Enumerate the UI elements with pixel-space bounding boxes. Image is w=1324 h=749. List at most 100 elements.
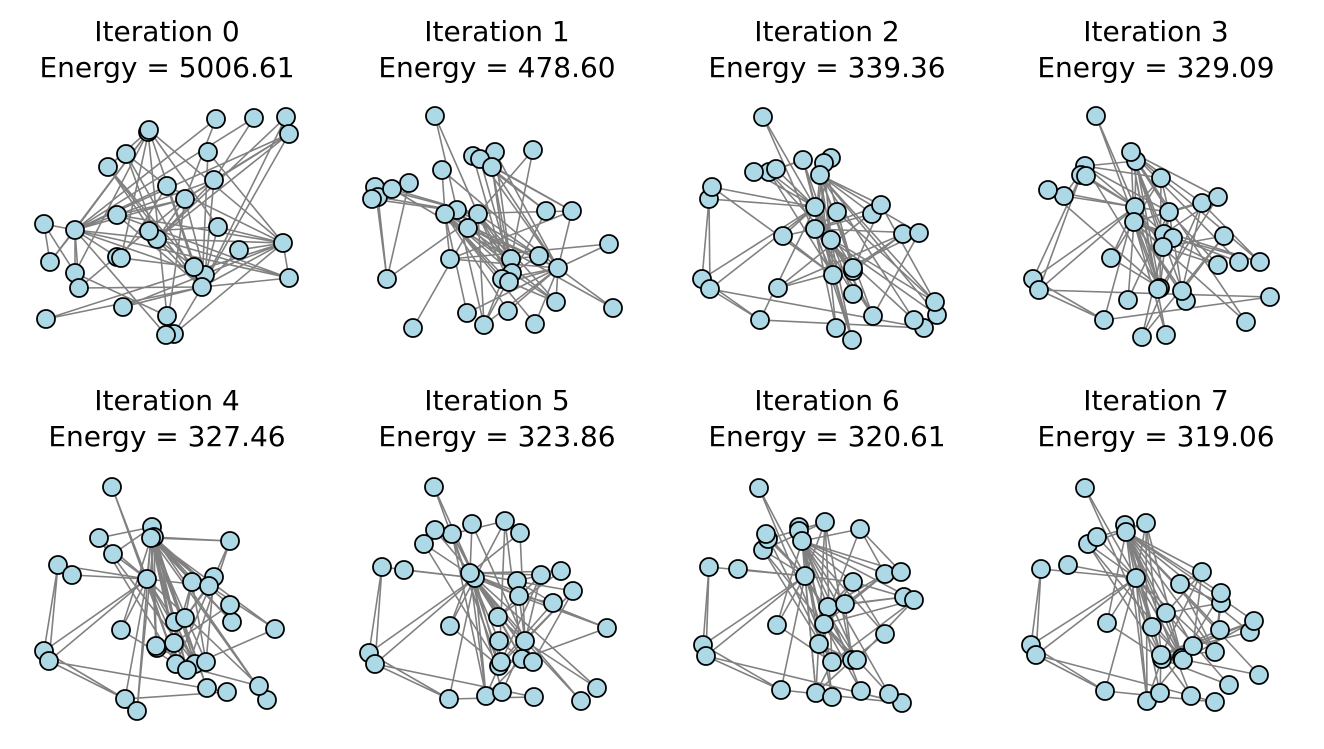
graph-edge: [184, 118, 217, 200]
graph-node: [432, 160, 452, 180]
graph-node: [139, 120, 159, 140]
panel-title: Iteration 4 Energy = 327.46: [17, 383, 317, 455]
graph-edge: [213, 133, 290, 181]
graph-node: [482, 157, 502, 177]
graph-node: [222, 612, 242, 632]
graph-node: [925, 292, 945, 312]
graph-node: [208, 217, 228, 237]
graph-node: [793, 150, 813, 170]
graph-node: [113, 297, 133, 317]
graph-edge: [444, 213, 509, 312]
edges: [702, 487, 915, 704]
graph-node: [1159, 202, 1179, 222]
graph-node: [863, 306, 883, 326]
graph-node: [146, 636, 166, 656]
network-graph: [359, 477, 617, 711]
graph-edge: [78, 286, 203, 289]
graph-node: [702, 177, 722, 197]
panel-iteration-5: Iteration 5 Energy = 323.86: [347, 369, 647, 729]
graph-node: [435, 204, 455, 224]
graph-edge: [186, 540, 231, 671]
graph-edge: [449, 243, 610, 260]
graph-edge: [213, 117, 255, 181]
graph-edge: [1125, 531, 1161, 694]
graph-node: [279, 124, 299, 144]
graph-edge: [78, 198, 186, 289]
graph-node: [1181, 686, 1201, 706]
graph-edge: [434, 115, 479, 215]
graph-node: [1087, 527, 1107, 547]
graph-edge: [709, 206, 816, 290]
graph-edge: [74, 118, 217, 231]
graph-node: [1249, 665, 1269, 685]
graph-node: [182, 572, 202, 592]
graph-edge: [148, 129, 219, 228]
graph-node: [399, 173, 419, 193]
graph-edge: [737, 568, 806, 577]
nodes: [693, 478, 924, 713]
graph-node: [792, 531, 812, 551]
graph-node: [34, 214, 54, 234]
panel-iteration-7: Iteration 7 Energy = 319.06: [1006, 369, 1306, 729]
graph-node: [805, 197, 825, 217]
graph-node: [515, 631, 535, 651]
graph-node: [157, 306, 177, 326]
graph-node: [265, 619, 285, 639]
graph-node: [116, 144, 136, 164]
graph-node: [177, 660, 197, 680]
graph-edge: [48, 578, 148, 662]
nodes: [692, 107, 947, 350]
graph-node: [696, 646, 716, 666]
graph-node: [891, 562, 911, 582]
panel-title: Iteration 0 Energy = 5006.61: [17, 14, 317, 86]
graph-node: [1116, 522, 1136, 542]
iteration-label: Iteration 7: [1083, 384, 1229, 417]
graph-node: [597, 618, 617, 638]
graph-edge: [107, 166, 195, 268]
graph-edge: [1161, 658, 1230, 686]
graph-node: [1026, 645, 1046, 665]
graph-node: [1156, 325, 1176, 345]
graph-node: [499, 272, 519, 292]
graph-node: [847, 650, 867, 670]
graph-node: [220, 595, 240, 615]
graph-node: [904, 310, 924, 330]
energy-label: Energy = 323.86: [378, 420, 616, 453]
graph-node: [823, 265, 843, 285]
graph-node: [851, 681, 871, 701]
graph-edge: [1179, 583, 1216, 653]
graph-node: [498, 301, 518, 321]
graph-edge: [534, 267, 559, 325]
graph-node: [98, 157, 118, 177]
graph-node: [531, 565, 551, 585]
graph-edge: [471, 523, 526, 642]
graph-node: [753, 107, 773, 127]
graph-node: [843, 258, 863, 278]
graph-edge: [801, 540, 886, 635]
panel-title: Iteration 1 Energy = 478.60: [347, 14, 647, 86]
graph-node: [206, 109, 226, 129]
graph-node: [36, 309, 56, 329]
graph-node: [524, 687, 544, 707]
graph-edge: [762, 116, 816, 208]
panel-title: Iteration 2 Energy = 339.36: [677, 14, 977, 86]
graph-node: [1150, 683, 1170, 703]
energy-label: Energy = 478.60: [378, 51, 616, 84]
panel-title: Iteration 6 Energy = 320.61: [677, 383, 977, 455]
graph-edge: [705, 575, 806, 657]
graph-edge: [1130, 151, 1247, 323]
network-graph: [693, 478, 924, 713]
graph-edge: [1125, 531, 1167, 614]
graph-node: [744, 162, 764, 182]
graph-node: [563, 581, 583, 601]
graph-edge: [207, 151, 284, 244]
graph-node: [249, 676, 269, 696]
graph-edge: [173, 242, 284, 335]
edges: [1032, 115, 1271, 338]
graph-edge: [836, 211, 936, 303]
graph-edge: [844, 596, 905, 605]
graph-node: [488, 607, 508, 627]
graph-edge: [801, 540, 846, 605]
graph-node: [62, 565, 82, 585]
graph-edge: [201, 277, 290, 288]
